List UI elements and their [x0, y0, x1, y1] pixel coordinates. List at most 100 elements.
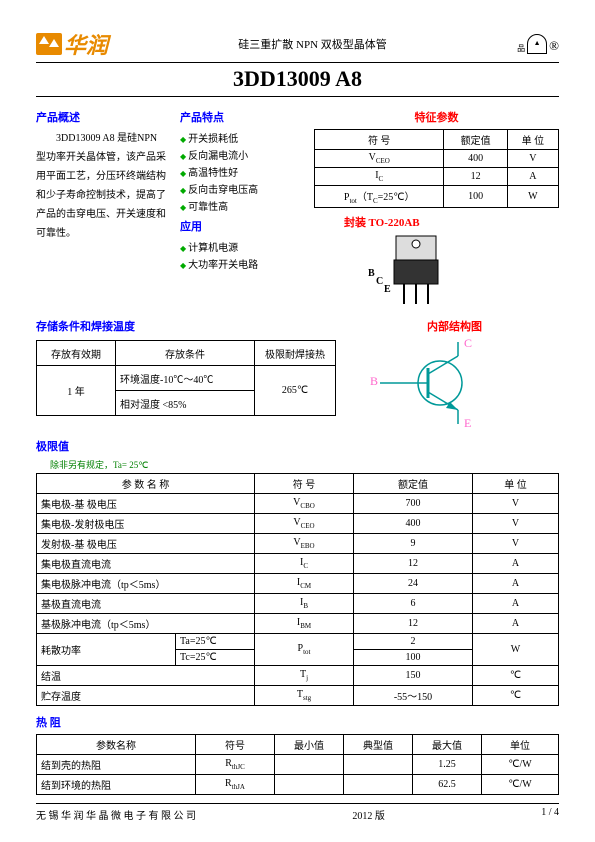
cell-ptot-v2: 100 — [354, 650, 473, 666]
table-row: Ptot（TC=25℃） 100 W — [315, 186, 559, 208]
th-solder: 极限耐焊接热 — [255, 341, 336, 366]
cell-p: 结到壳的热阻 — [37, 755, 196, 775]
cell-u: V — [473, 494, 559, 514]
table-row: 1 年 环境温度-10℃～40℃ 265℃ — [37, 366, 336, 391]
th-typ: 典型值 — [344, 735, 413, 755]
th-min: 最小值 — [275, 735, 344, 755]
logo: 华润 — [36, 28, 108, 60]
registered-mark: ® — [549, 38, 559, 54]
cell-p: 基极脉冲电流（tp＜5ms） — [37, 614, 255, 634]
cell-v: 700 — [354, 494, 473, 514]
char-params-table: 符 号 额定值 单 位 VCEO 400 V IC 12 A Ptot（TC=2… — [314, 129, 559, 208]
cell-v: 12 — [354, 554, 473, 574]
top-columns: 产品概述 3DD13009 A8 是硅NPN型功率开关晶体管，该产品采用平面工艺… — [36, 105, 559, 310]
table-row: 基极直流电流IB6A — [37, 594, 559, 614]
th-unit: 单位 — [482, 735, 559, 755]
cell-val: 12 — [444, 168, 507, 186]
table-row: 结到环境的热阻 RthJA 62.5 ℃/W — [37, 775, 559, 795]
cell-ptot-label: 耗散功率 — [37, 634, 176, 666]
pin-c-label: C — [376, 276, 383, 287]
cell-u: ℃/W — [482, 755, 559, 775]
feature-item: 反向击穿电压高 — [180, 180, 300, 197]
cell-p: 集电极-发射极电压 — [37, 514, 255, 534]
pin-c: C — [464, 336, 472, 351]
cell-tj-u: ℃ — [473, 666, 559, 686]
cell-unit: V — [507, 150, 558, 168]
table-row: VCEO 400 V — [315, 150, 559, 168]
npn-schematic: B C E — [370, 338, 510, 428]
cell-cond2: 相对湿度 <85% — [116, 391, 255, 416]
cert-icon: ▲ — [527, 34, 547, 54]
th-unit: 单 位 — [473, 474, 559, 494]
col-features-apps: 产品特点 开关损耗低 反向漏电流小 高温特性好 反向击穿电压高 可靠性高 应用 … — [180, 105, 300, 310]
table-row: 结温Tj150℃ — [37, 666, 559, 686]
pin-e-label: E — [384, 284, 391, 295]
pin-e: E — [464, 416, 471, 431]
storage-section: 存储条件和焊接温度 存放有效期 存放条件 极限耐焊接热 1 年 环境温度-10℃… — [36, 314, 336, 428]
package-type: TO-220AB — [369, 217, 420, 229]
th-cond: 存放条件 — [116, 341, 255, 366]
cell-s: RthJC — [196, 755, 275, 775]
internal-heading: 内部结构图 — [350, 318, 559, 334]
storage-table: 存放有效期 存放条件 极限耐焊接热 1 年 环境温度-10℃～40℃ 265℃ … — [36, 340, 336, 416]
cell-tj-v: 150 — [354, 666, 473, 686]
thermal-table: 参数名称 符号 最小值 典型值 最大值 单位 结到壳的热阻 RthJC 1.25… — [36, 734, 559, 795]
cell-u: ℃/W — [482, 775, 559, 795]
package-section: 封装 TO-220AB B C E — [314, 208, 559, 310]
cell-v: 24 — [354, 574, 473, 594]
footer-left: 无 锡 华 润 华 晶 微 电 子 有 限 公 司 — [36, 807, 196, 822]
cell-unit: A — [507, 168, 558, 186]
table-row: 集电极直流电流IC12A — [37, 554, 559, 574]
char-params-heading: 特征参数 — [314, 109, 559, 125]
npn-schematic-icon — [370, 338, 510, 428]
cell-period: 1 年 — [37, 366, 116, 416]
cert-top-text: 品 — [517, 43, 525, 54]
applications-list: 计算机电源 大功率开关电路 — [180, 238, 300, 272]
cell-ptot-sym: Ptot — [255, 634, 354, 666]
cell-ptot-tc: Tc=25℃ — [176, 650, 255, 666]
cell-ptot-v1: 2 — [354, 634, 473, 650]
col-overview: 产品概述 3DD13009 A8 是硅NPN型功率开关晶体管，该产品采用平面工艺… — [36, 105, 166, 310]
cell-v: 6 — [354, 594, 473, 614]
footer-center: 2012 版 — [352, 807, 385, 822]
cell-v: 400 — [354, 514, 473, 534]
storage-heading: 存储条件和焊接温度 — [36, 318, 336, 334]
cell-tj-sym: Tj — [255, 666, 354, 686]
cell-s: VEBO — [255, 534, 354, 554]
cell-val: 100 — [444, 186, 507, 208]
cell-tstg-sym: Tstg — [255, 686, 354, 706]
part-number-title: 3DD13009 A8 — [36, 65, 559, 97]
cell-s: VCEO — [255, 514, 354, 534]
applications-heading: 应用 — [180, 218, 300, 234]
cell-val: 400 — [444, 150, 507, 168]
th-param: 参 数 名 称 — [37, 474, 255, 494]
header-right: 品 ▲ ® — [517, 34, 559, 54]
feature-item: 反向漏电流小 — [180, 146, 300, 163]
cell-ptot-u: W — [473, 634, 559, 666]
cell-p: 结到环境的热阻 — [37, 775, 196, 795]
cell-p: 集电极脉冲电流（tp＜5ms） — [37, 574, 255, 594]
cell-sym: IC — [315, 168, 444, 186]
cell-u: A — [473, 554, 559, 574]
cell-min — [275, 775, 344, 795]
table-row: 发射极-基 极电压VEBO9V — [37, 534, 559, 554]
cell-s: ICM — [255, 574, 354, 594]
pin-b-label: B — [368, 268, 375, 279]
cell-unit: W — [507, 186, 558, 208]
cell-v: 9 — [354, 534, 473, 554]
cell-u: A — [473, 574, 559, 594]
features-heading: 产品特点 — [180, 109, 300, 125]
cell-cond1: 环境温度-10℃～40℃ — [116, 366, 255, 391]
table-row: 集电极-基 极电压VCBO700V — [37, 494, 559, 514]
overview-heading: 产品概述 — [36, 109, 166, 125]
cell-v: 12 — [354, 614, 473, 634]
cell-typ — [344, 775, 413, 795]
cell-p: 发射极-基 极电压 — [37, 534, 255, 554]
th-max: 最大值 — [413, 735, 482, 755]
cell-p: 集电极直流电流 — [37, 554, 255, 574]
feature-item: 高温特性好 — [180, 163, 300, 180]
header-subtitle: 硅三重扩散 NPN 双极型晶体管 — [108, 36, 517, 52]
cell-sym: Ptot（TC=25℃） — [315, 186, 444, 208]
th-rating: 额定值 — [444, 130, 507, 150]
th-symbol: 符 号 — [315, 130, 444, 150]
